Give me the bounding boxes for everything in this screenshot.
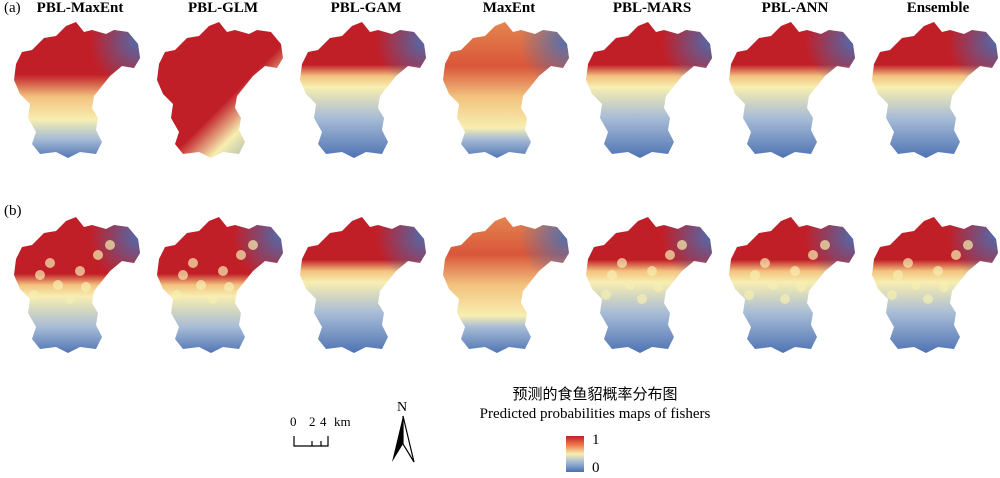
probability-map — [582, 20, 722, 160]
scale-tick-label: 4 — [320, 414, 327, 429]
legend-color-ramp — [566, 436, 584, 472]
model-title: PBL-GAM — [330, 0, 402, 16]
model-title: PBL-GLM — [188, 0, 258, 16]
scale-unit-label: km — [334, 414, 351, 429]
model-title: MaxEnt — [482, 0, 536, 16]
probability-map — [296, 20, 436, 160]
north-arrow: N — [386, 400, 420, 466]
probability-map — [296, 215, 436, 355]
north-arrow-icon — [392, 415, 415, 463]
panel-a-label: (a) — [4, 0, 21, 16]
legend-title: 预测的食鱼貂概率分布图 Predicted probabilities maps… — [450, 386, 740, 424]
probability-map — [725, 215, 865, 355]
scale-bar: 0 2 4 km — [290, 414, 380, 454]
legend-min-label: 0 — [592, 460, 600, 476]
probability-map — [868, 20, 1000, 160]
legend-max-label: 1 — [592, 432, 600, 448]
model-title: PBL-MARS — [612, 0, 692, 16]
legend-title-en: Predicted probabilities maps of fishers — [479, 406, 711, 422]
model-title: Ensemble — [906, 0, 970, 16]
model-title: PBL-ANN — [761, 0, 829, 16]
model-title: PBL-MaxEnt — [36, 0, 124, 16]
probability-map — [725, 20, 865, 160]
probability-map — [868, 215, 1000, 355]
scale-bar-line — [293, 436, 329, 447]
scale-tick-label: 0 — [290, 414, 297, 429]
north-label: N — [397, 400, 408, 415]
scale-tick-label: 2 — [309, 414, 316, 429]
probability-map — [10, 20, 150, 160]
legend-title-cn: 预测的食鱼貂概率分布图 — [512, 387, 678, 403]
probability-map — [10, 215, 150, 355]
probability-map — [582, 215, 722, 355]
probability-map — [153, 215, 293, 355]
panel-b-label: (b) — [4, 203, 22, 219]
probability-map — [153, 20, 293, 160]
probability-map — [439, 20, 579, 160]
probability-map — [439, 215, 579, 355]
